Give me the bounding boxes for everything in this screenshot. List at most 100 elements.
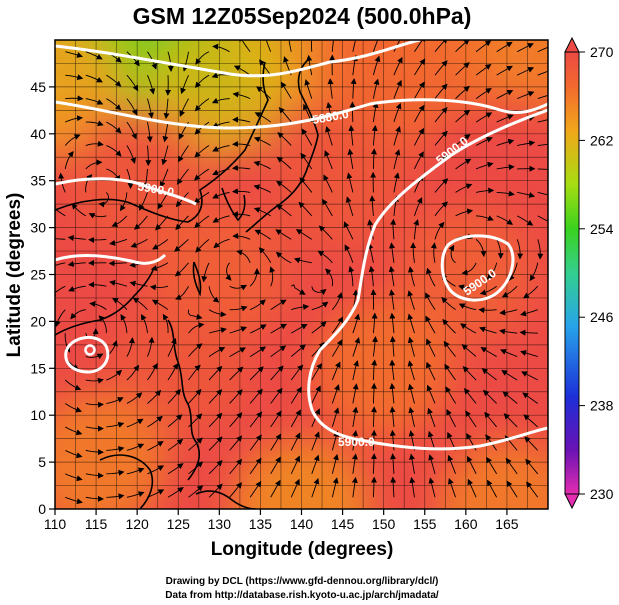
streamline: [188, 343, 203, 357]
streamline: [370, 429, 377, 451]
streamline: [444, 363, 456, 381]
streamline: [311, 363, 323, 381]
y-axis: 0 5 10 15 20 25 30 35 40 45: [30, 79, 55, 517]
streamline: [537, 168, 548, 170]
streamline: [126, 491, 145, 498]
streamline: [325, 126, 333, 146]
credit-line-2: Data from http://database.rish.kyoto-u.a…: [165, 590, 439, 601]
contour-label: 5880.0: [311, 107, 350, 127]
streamline: [167, 463, 184, 475]
streamline: [537, 70, 548, 76]
streamline: [523, 285, 539, 299]
streamline: [537, 119, 548, 123]
streamline: [229, 305, 248, 312]
streamline: [249, 366, 264, 381]
coastline-japan: [245, 57, 319, 233]
streamline: [434, 201, 449, 217]
streamline: [372, 55, 381, 76]
streamline: [55, 238, 66, 240]
streamline: [249, 324, 267, 334]
streamline: [428, 477, 436, 498]
streamline: [414, 104, 425, 123]
x-axis: 110 115 120 125 130 135 140 145 150 155 160 165: [44, 509, 519, 532]
streamline: [389, 406, 396, 427]
streamline: [98, 192, 109, 208]
streamline: [390, 476, 397, 498]
streamline: [253, 184, 271, 193]
streamline: [85, 472, 104, 479]
streamline: [229, 435, 243, 451]
streamline: [461, 343, 477, 357]
streamline: [129, 280, 148, 287]
streamline: [467, 455, 477, 475]
streamline: [270, 345, 287, 357]
streamline: [208, 309, 227, 318]
streamline: [301, 128, 313, 146]
streamline: [167, 438, 184, 451]
streamline: [276, 204, 292, 217]
x-tick-label: 135: [249, 516, 273, 532]
streamline: [475, 40, 492, 53]
streamline: [410, 242, 417, 263]
streamline: [370, 382, 377, 404]
streamline: [277, 132, 292, 146]
streamline: [516, 239, 524, 260]
streamline: [208, 365, 223, 381]
streamline: [290, 323, 308, 334]
streamline: [500, 349, 518, 357]
streamline: [231, 188, 251, 195]
streamline: [414, 81, 425, 99]
streamline: [331, 361, 341, 381]
streamline: [413, 219, 419, 240]
streamline: [345, 196, 354, 217]
coastline-asia: [55, 61, 269, 223]
streamline: [231, 164, 251, 171]
contour-line-northwest: [55, 40, 421, 78]
streamline: [147, 489, 165, 498]
streamline: [520, 350, 538, 358]
streamline: [475, 88, 492, 99]
streamline: [476, 187, 495, 194]
streamline: [389, 242, 395, 263]
streamline: [537, 191, 548, 196]
streamline: [407, 290, 415, 310]
streamline: [130, 238, 148, 248]
streamline: [322, 198, 333, 217]
streamline: [476, 215, 494, 221]
contour-line-5900: [307, 108, 548, 451]
coastlines: [55, 57, 319, 509]
streamline: [208, 347, 226, 357]
streamline: [390, 218, 397, 240]
streamline: [455, 62, 470, 76]
streamline: [393, 172, 400, 193]
streamline: [157, 192, 169, 210]
coastline-borneo: [99, 454, 154, 509]
field-sample: [436, 439, 548, 509]
streamline: [479, 285, 497, 296]
streamline: [324, 150, 333, 170]
streamline: [522, 392, 538, 404]
streamline: [327, 78, 334, 99]
streamline: [175, 215, 189, 231]
streamline: [311, 454, 320, 474]
streamline: [370, 148, 377, 169]
streamline: [253, 207, 271, 217]
streamline: [85, 495, 104, 502]
streamline: [229, 458, 243, 475]
streamline: [475, 238, 487, 258]
streamline: [85, 159, 103, 170]
streamline: [367, 219, 374, 240]
streamline: [317, 250, 333, 264]
streamline: [409, 476, 416, 498]
streamline: [516, 43, 534, 53]
streamline: [179, 98, 189, 117]
streamline: [484, 411, 497, 428]
streamline: [524, 436, 539, 451]
streamline: [126, 467, 145, 475]
streamline: [188, 437, 203, 451]
streamline: [151, 299, 169, 311]
streamline: [126, 443, 145, 451]
streamline: [120, 314, 128, 334]
streamline: [133, 215, 148, 230]
coastline-taiwan: [192, 261, 202, 297]
